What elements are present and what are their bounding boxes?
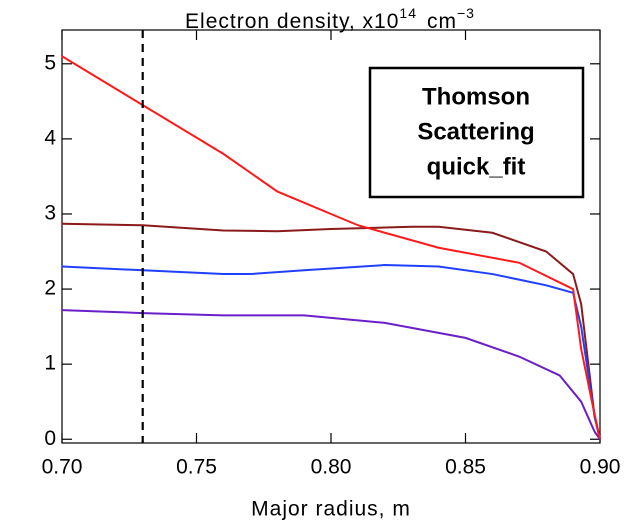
series-line	[61, 55, 601, 440]
y-tick-label: 1	[44, 352, 56, 375]
y-tick-label: 0	[44, 427, 56, 450]
title-unit: cm	[427, 10, 457, 33]
title-text: Electron density, x10	[185, 10, 399, 33]
chart-title: Electron density, x1014 cm−3	[185, 5, 475, 33]
annotation-text: Scattering	[417, 118, 534, 145]
y-tick-label: 5	[44, 51, 56, 74]
title-exponent: 14	[399, 5, 417, 21]
y-tick-label: 4	[44, 126, 56, 149]
x-tick-label: 0.80	[311, 456, 352, 479]
title-unit-exponent: −3	[457, 5, 475, 21]
annotation-box	[368, 66, 585, 199]
series-line	[61, 222, 601, 440]
annotation-text: quick_fit	[427, 153, 526, 180]
annotation-text: Thomson	[422, 83, 530, 110]
y-tick-label: 3	[44, 202, 56, 225]
x-tick-label: 0.75	[176, 456, 217, 479]
x-tick-label: 0.70	[42, 456, 83, 479]
y-tick-label: 2	[44, 277, 56, 300]
series-line	[61, 309, 601, 440]
series-line	[61, 264, 601, 440]
x-axis-label: Major radius, m	[251, 498, 411, 521]
x-tick-label: 0.90	[580, 456, 621, 479]
x-tick-label: 0.85	[445, 456, 486, 479]
